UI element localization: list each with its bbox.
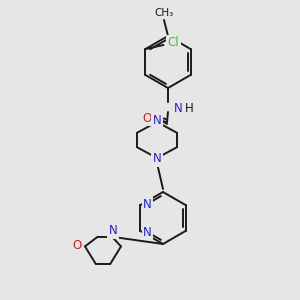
Text: N: N	[153, 115, 161, 128]
Text: N: N	[174, 101, 182, 115]
Text: N: N	[109, 224, 117, 237]
Text: CH₃: CH₃	[154, 8, 174, 18]
Text: O: O	[142, 112, 152, 124]
Text: N: N	[143, 226, 152, 238]
Text: H: H	[184, 101, 194, 115]
Text: N: N	[153, 152, 161, 166]
Text: Cl: Cl	[168, 37, 179, 50]
Text: N: N	[143, 197, 152, 211]
Text: O: O	[72, 239, 82, 252]
